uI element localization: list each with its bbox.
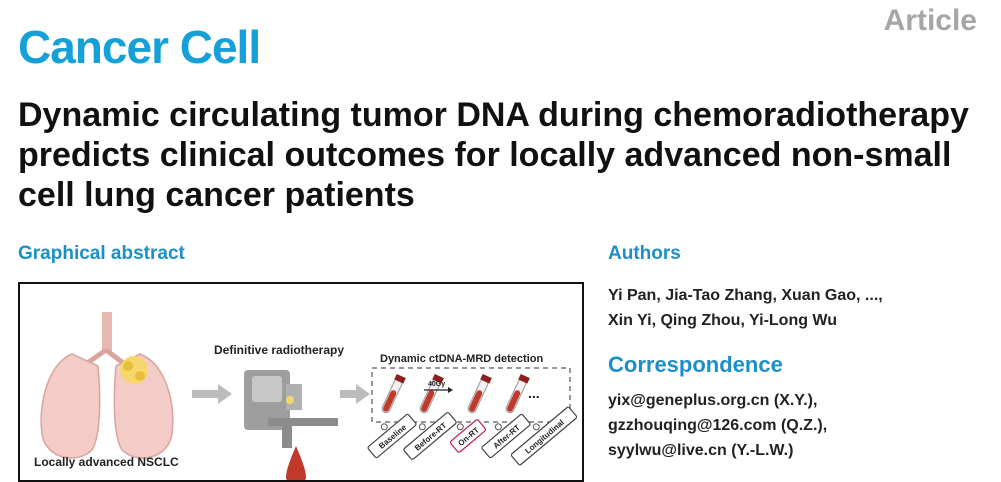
radiotherapy-label: Definitive radiotherapy [214, 343, 344, 357]
ellipsis: ... [528, 385, 540, 401]
email-link[interactable]: syylwu@live.cn (Y.-L.W.) [608, 442, 794, 459]
tumor-icon [120, 356, 148, 384]
email-link[interactable]: yix@geneplus.org.cn (X.Y.), [608, 392, 818, 409]
authors-line-1: Yi Pan, Jia-Tao Zhang, Xuan Gao, ..., [608, 287, 883, 304]
email-link[interactable]: gzzhouqing@126.com (Q.Z.), [608, 417, 828, 434]
authors-line-2: Xin Yi, Qing Zhou, Yi-Long Wu [608, 312, 838, 329]
correspondence-heading: Correspondence [608, 352, 783, 377]
authors-list: Yi Pan, Jia-Tao Zhang, Xuan Gao, ..., Xi… [608, 283, 988, 333]
blood-tube-icon [505, 373, 530, 414]
journal-title: Cancer Cell [18, 21, 261, 73]
detection-label: Dynamic ctDNA-MRD detection [380, 353, 543, 365]
graphical-abstract-heading: Graphical abstract [18, 243, 185, 264]
blood-tubes [381, 373, 530, 414]
lungs-illustration [40, 312, 174, 459]
blood-tube-icon [419, 373, 444, 414]
blood-tube-icon [381, 373, 406, 414]
detection-box [371, 367, 571, 423]
authors-heading: Authors [608, 243, 681, 264]
dose-label: 40Gy [428, 381, 445, 388]
correspondence-emails: yix@geneplus.org.cn (X.Y.), gzzhouqing@1… [608, 388, 988, 463]
blood-tube-icon [467, 373, 492, 414]
linac-machine-icon [244, 370, 338, 448]
article-type-label: Article [883, 4, 977, 37]
graphical-abstract-svg: Definitive radiotherapy Dynamic ctDNA-MR… [34, 312, 578, 480]
nsclc-label: Locally advanced NSCLC [34, 455, 179, 469]
graphical-abstract-figure: Definitive radiotherapy Dynamic ctDNA-MR… [18, 282, 584, 482]
article-title: Dynamic circulating tumor DNA during che… [18, 96, 969, 214]
blood-drop-icon [286, 446, 306, 480]
